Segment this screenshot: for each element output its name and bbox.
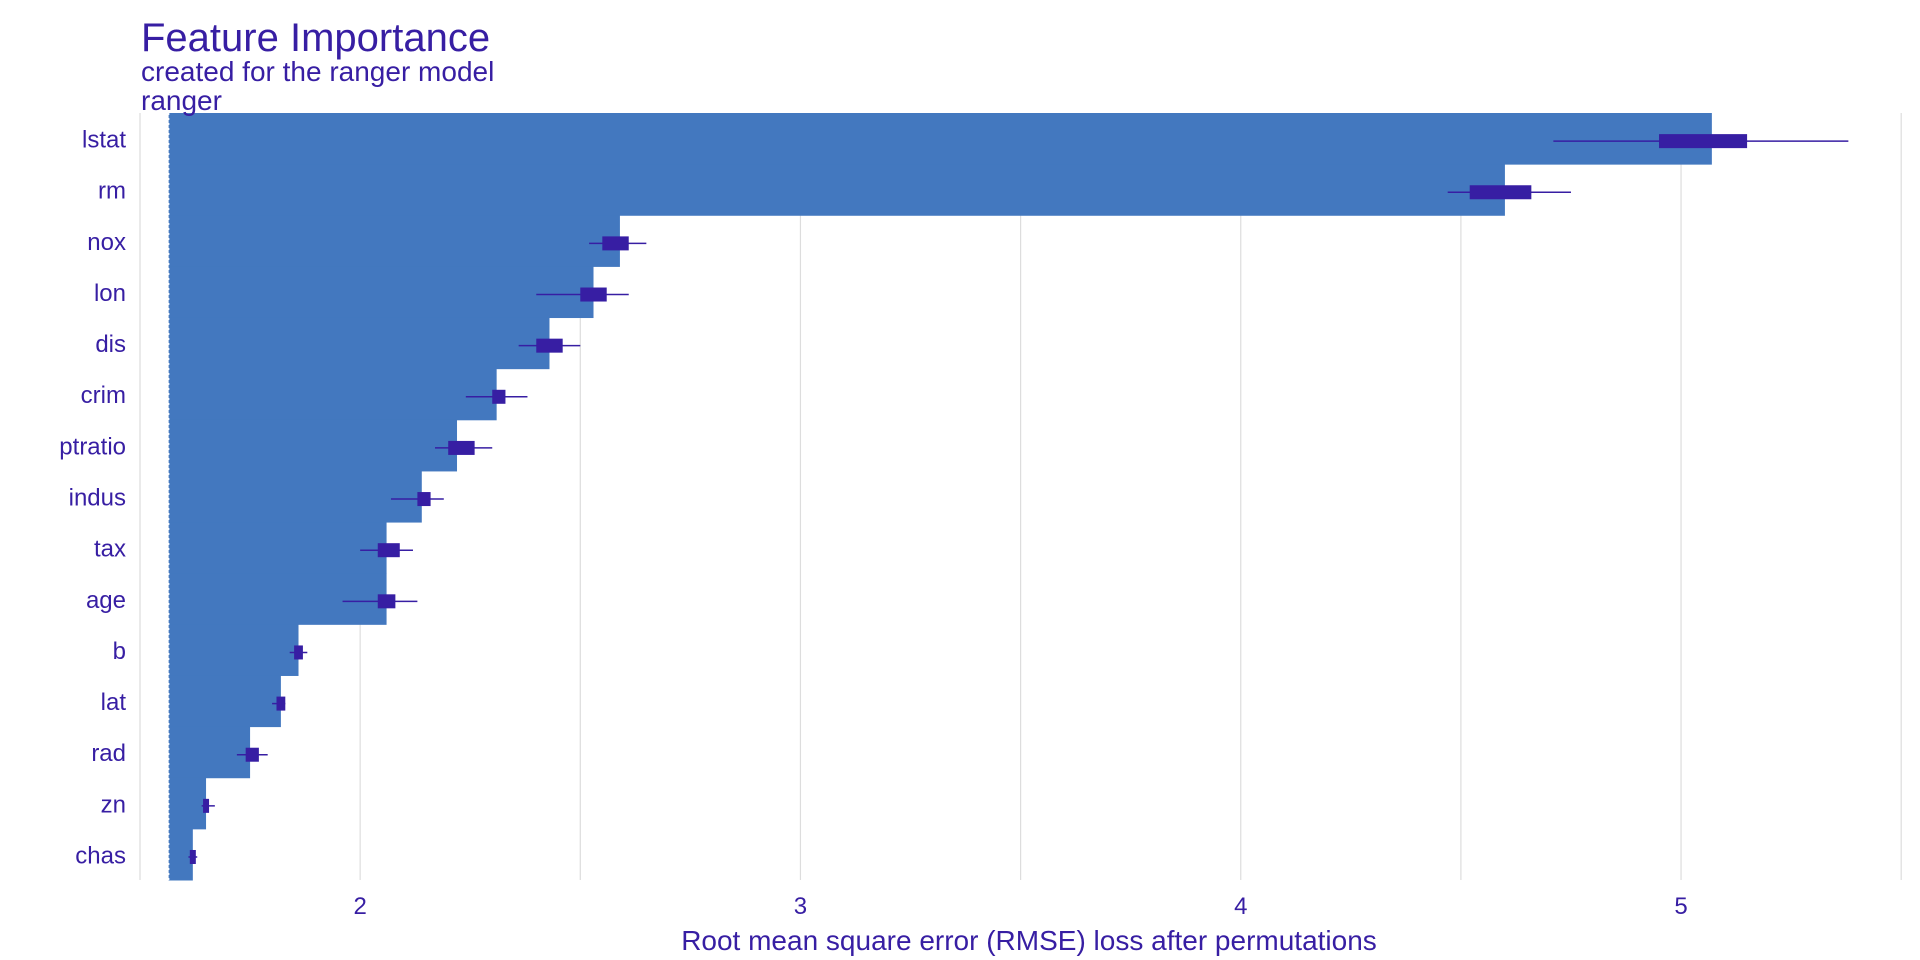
y-tick-label: lstat — [82, 127, 126, 154]
bar-lat — [168, 675, 281, 728]
box-rad — [245, 747, 259, 762]
y-tick-label: ptratio — [59, 433, 126, 460]
bar-zn — [168, 777, 207, 830]
y-tick-label: zn — [101, 791, 126, 818]
bar-indus — [168, 470, 422, 523]
x-tick-label: 4 — [1234, 893, 1247, 920]
y-tick-label: nox — [87, 229, 126, 256]
box-age — [377, 594, 396, 609]
bar-lstat — [168, 113, 1712, 165]
bar-age — [168, 573, 387, 625]
y-tick-label: indus — [69, 485, 126, 512]
box-chas — [189, 849, 196, 864]
box-crim — [492, 389, 506, 404]
y-tick-label: rad — [91, 740, 126, 767]
y-tick-label: age — [86, 587, 126, 614]
y-tick-label: lon — [94, 280, 126, 307]
box-nox — [602, 236, 629, 251]
box-lstat — [1659, 134, 1748, 149]
box-ptratio — [448, 440, 475, 455]
y-tick-label: rm — [98, 178, 126, 205]
bar-tax — [168, 522, 387, 574]
y-tick-label: b — [113, 638, 126, 665]
y-tick-label: dis — [95, 331, 126, 358]
x-tick-label: 3 — [794, 893, 807, 920]
box-zn — [203, 798, 210, 813]
box-rm — [1469, 185, 1532, 200]
bar-dis — [168, 317, 550, 370]
box-lon — [580, 287, 607, 302]
x-tick-labels: 2 3 4 5 — [353, 893, 1687, 920]
y-tick-label: tax — [94, 536, 126, 563]
bar-rm — [168, 164, 1505, 216]
y-tick-label: lat — [101, 689, 127, 716]
bar-lon — [168, 266, 594, 319]
y-tick-label: chas — [75, 842, 126, 869]
bar-rad — [168, 726, 251, 779]
bar-crim — [168, 368, 497, 421]
model-label: ranger — [141, 85, 222, 116]
box-b — [294, 645, 303, 660]
bar-nox — [168, 215, 620, 267]
bars — [167, 113, 1712, 881]
x-tick-label: 5 — [1674, 893, 1687, 920]
chart-title: Feature Importance — [141, 16, 490, 60]
box-tax — [377, 543, 400, 558]
boxplots — [188, 134, 1849, 864]
x-axis-label: Root mean square error (RMSE) loss after… — [681, 925, 1377, 956]
box-dis — [536, 338, 563, 353]
y-tick-labels: lstat rm nox lon dis crim ptratio indus tax age bl… — [59, 127, 126, 870]
y-tick-label: crim — [81, 382, 126, 409]
bar-b — [168, 624, 299, 676]
box-indus — [417, 492, 431, 507]
bar-ptratio — [168, 419, 458, 472]
chart-subtitle: created for the ranger model — [141, 56, 494, 87]
x-tick-label: 2 — [353, 893, 366, 920]
bar-chas — [168, 828, 193, 881]
box-lat — [276, 696, 286, 711]
